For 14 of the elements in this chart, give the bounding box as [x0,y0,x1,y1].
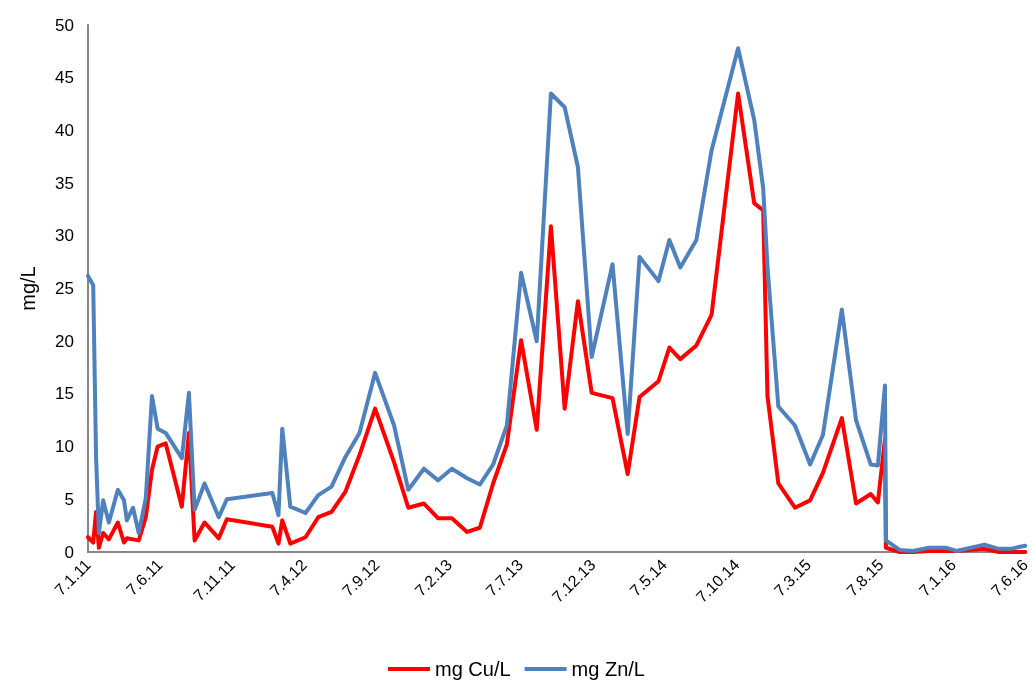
y-tick-label: 45 [55,68,74,88]
y-tick-label: 20 [55,331,74,351]
y-tick-label: 15 [55,384,74,404]
y-tick-label: 25 [55,279,74,298]
y-tick-label: 40 [55,120,74,140]
legend-label: mg Cu/L [435,658,511,680]
y-tick-label: 10 [55,437,74,457]
y-axis-title: mg/L [17,266,39,311]
y-tick-label: 5 [64,489,74,509]
y-tick-label: 0 [64,542,74,562]
legend-label: mg Zn/L [571,658,645,680]
y-tick-label: 50 [55,15,74,35]
y-tick-label: 30 [55,226,74,246]
y-tick-label: 35 [55,173,74,193]
